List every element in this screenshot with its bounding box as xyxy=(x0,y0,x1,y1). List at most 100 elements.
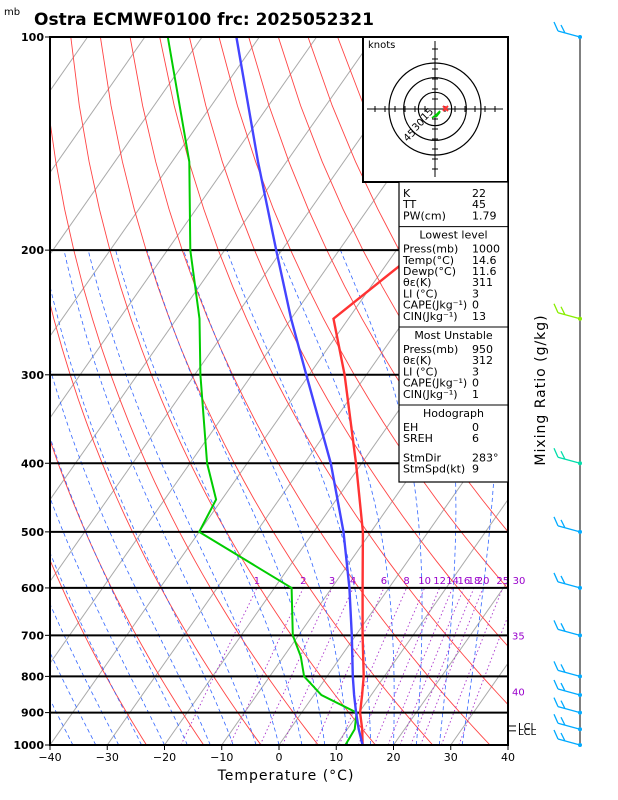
pressure-tick-label: 500 xyxy=(21,526,44,539)
wind-barb xyxy=(553,679,582,698)
storm-label: StmSpd(kt) xyxy=(403,463,465,476)
mixing-ratio-label: 10 xyxy=(418,576,431,587)
mixing-ratio-line xyxy=(282,587,354,745)
dry-adiabat xyxy=(70,37,376,745)
dry-adiabat xyxy=(545,37,618,745)
lowest-label: Dewp(°C) xyxy=(403,265,456,278)
dry-adiabat xyxy=(50,301,262,745)
wind-barb xyxy=(553,697,582,715)
unstable-value: 950 xyxy=(472,343,493,356)
lowest-value: 14.6 xyxy=(472,254,497,267)
lowest-label: Press(mb) xyxy=(403,243,458,256)
moist-adiabat xyxy=(183,249,349,745)
indices-section-title: Hodograph xyxy=(423,407,484,420)
unstable-label: CAPE(Jkg⁻¹) xyxy=(403,377,467,390)
lowest-label: Temp(°C) xyxy=(402,254,454,267)
lowest-value: 13 xyxy=(472,310,486,323)
storm-value: 9 xyxy=(472,463,479,476)
unstable-value: 0 xyxy=(472,377,479,390)
lowest-value: 3 xyxy=(472,287,479,300)
unstable-label: CIN(Jkg⁻¹) xyxy=(403,388,458,401)
indices-section-title: Most Unstable xyxy=(414,329,493,342)
pressure-tick-label: 400 xyxy=(21,457,44,470)
temperature-tick-label: 0 xyxy=(276,751,283,764)
isotherm xyxy=(50,37,375,501)
mixing-ratio-label: 6 xyxy=(381,576,387,587)
lowest-value: 11.6 xyxy=(472,265,497,278)
wind-barb-staff xyxy=(553,661,581,678)
wind-barb xyxy=(553,729,582,747)
hodograph-unit: knots xyxy=(368,40,395,51)
hodo-label: EH xyxy=(403,421,418,434)
unstable-value: 1 xyxy=(472,388,479,401)
dry-adiabat xyxy=(516,37,618,745)
lowest-value: 1000 xyxy=(472,243,500,256)
mixing-ratio-label: 2 xyxy=(300,576,306,587)
wind-barb xyxy=(553,303,582,321)
mixing-ratio-label: 16 xyxy=(457,576,470,587)
lowest-label: CAPE(Jkg⁻¹) xyxy=(403,299,467,312)
moist-adiabat xyxy=(50,651,97,745)
wind-barb-staff xyxy=(553,21,581,38)
mixing-ratio-label: 25 xyxy=(496,576,509,587)
pressure-tick-label: 900 xyxy=(21,707,44,720)
wind-barb-staff xyxy=(553,729,581,746)
lcl-label: LCL xyxy=(518,722,537,733)
mixing-ratio-label: 14 xyxy=(446,576,459,587)
dry-adiabat xyxy=(218,37,508,590)
mixing-ratio-label: 8 xyxy=(403,576,409,587)
mixing-ratio-side-label: 40 xyxy=(512,687,525,698)
pressure-tick-label: 200 xyxy=(21,244,44,257)
wind-barb xyxy=(553,572,582,590)
mixing-ratio-line xyxy=(399,587,465,745)
index-label: PW(cm) xyxy=(403,209,446,222)
lowest-label: CIN(Jkg⁻¹) xyxy=(403,310,458,323)
moist-adiabat xyxy=(50,551,142,745)
mixing-ratio-axis-title: Mixing Ratio (g/kg) xyxy=(533,314,549,465)
isotherm xyxy=(393,580,508,745)
lowest-label: θε(K) xyxy=(403,276,431,289)
unstable-label: Press(mb) xyxy=(403,343,458,356)
mixing-ratio-label: 12 xyxy=(433,576,446,587)
dry-adiabat xyxy=(248,37,508,533)
lowest-label: LI (°C) xyxy=(403,287,438,300)
temperature-tick-label: 10 xyxy=(329,751,343,764)
pressure-tick-label: 1000 xyxy=(13,739,44,752)
temperature-tick-label: −30 xyxy=(96,751,119,764)
isotherm xyxy=(50,37,146,174)
isotherm xyxy=(50,37,432,583)
lcl-label: LCL xyxy=(518,727,537,738)
hodograph-trace xyxy=(431,110,441,119)
parcel-profile xyxy=(235,37,364,745)
temperature-tick-label: −40 xyxy=(38,751,61,764)
wind-barb-staff xyxy=(553,572,581,589)
isotherm xyxy=(50,37,203,256)
mixing-ratio-line xyxy=(314,587,385,745)
mixing-ratio-label: 18 xyxy=(468,576,481,587)
temperature-tick-label: −10 xyxy=(210,751,233,764)
mixing-ratio-side-label: 35 xyxy=(512,631,525,642)
indices-section-title: Lowest level xyxy=(419,229,487,242)
mixing-ratio-line xyxy=(259,587,333,745)
lowest-value: 0 xyxy=(472,299,479,312)
index-value: 45 xyxy=(472,198,486,211)
mixing-ratio-label: 1 xyxy=(254,576,260,587)
indices-frame xyxy=(398,181,509,483)
hodo-value: 6 xyxy=(472,432,479,445)
dry-adiabat xyxy=(159,37,508,706)
hodo-label: SREH xyxy=(403,432,433,445)
storm-label: StmDir xyxy=(403,451,442,464)
wind-barb-staff xyxy=(553,620,581,636)
temperature-tick-label: −20 xyxy=(153,751,176,764)
moist-adiabat xyxy=(115,249,303,745)
unstable-value: 312 xyxy=(472,354,493,367)
moist-adiabat xyxy=(226,249,371,745)
index-label: TT xyxy=(402,198,417,211)
storm-motion-marker xyxy=(442,105,449,112)
unstable-value: 3 xyxy=(472,365,479,378)
